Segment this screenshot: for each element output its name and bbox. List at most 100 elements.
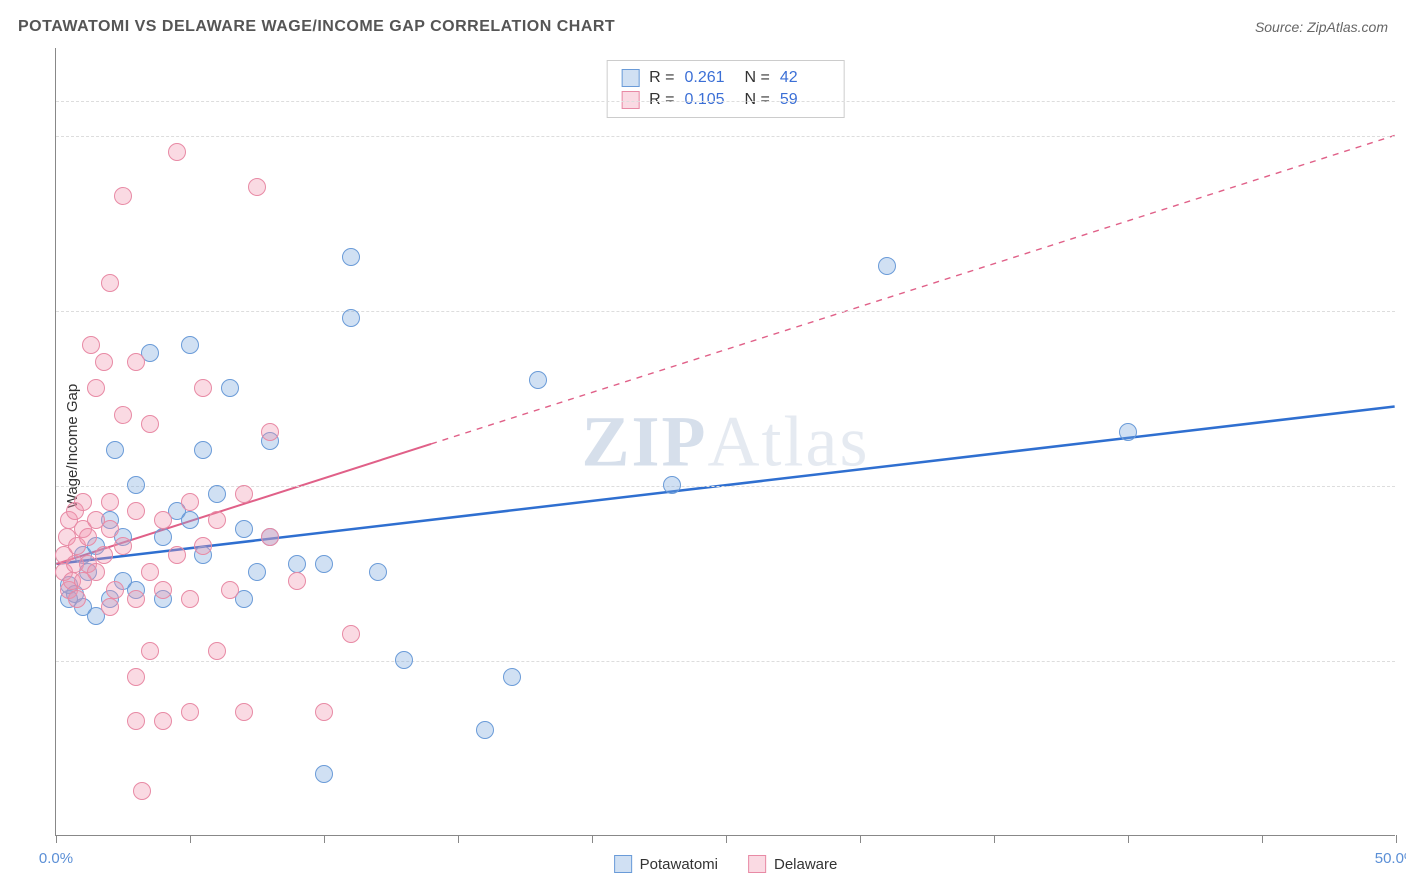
data-point (101, 493, 119, 511)
source-label: Source: ZipAtlas.com (1255, 19, 1388, 35)
data-point (168, 546, 186, 564)
data-point (127, 590, 145, 608)
data-point (95, 353, 113, 371)
data-point (288, 555, 306, 573)
data-point (133, 782, 151, 800)
data-point (154, 511, 172, 529)
stat-value-r: 0.261 (685, 69, 735, 87)
x-tick (1262, 835, 1263, 843)
data-point (878, 257, 896, 275)
trend-line-dashed (431, 135, 1395, 444)
data-point (74, 493, 92, 511)
data-point (181, 511, 199, 529)
data-point (221, 581, 239, 599)
data-point (261, 528, 279, 546)
data-point (342, 625, 360, 643)
x-tick (56, 835, 57, 843)
legend-item: Potawatomi (614, 855, 718, 873)
legend-label: Delaware (774, 856, 837, 873)
data-point (235, 703, 253, 721)
data-point (208, 642, 226, 660)
x-tick (592, 835, 593, 843)
data-point (395, 651, 413, 669)
legend-item: Delaware (748, 855, 837, 873)
data-point (141, 563, 159, 581)
x-tick (1396, 835, 1397, 843)
chart-title: POTAWATOMI VS DELAWARE WAGE/INCOME GAP C… (18, 18, 615, 36)
data-point (68, 590, 86, 608)
data-point (221, 379, 239, 397)
stats-legend-box: R =0.261N =42R =0.105N =59 (606, 60, 845, 118)
data-point (127, 712, 145, 730)
x-tick (1128, 835, 1129, 843)
data-point (476, 721, 494, 739)
data-point (106, 581, 124, 599)
x-tick (994, 835, 995, 843)
data-point (208, 511, 226, 529)
x-tick (458, 835, 459, 843)
stat-label-r: R = (649, 69, 674, 87)
data-point (342, 309, 360, 327)
data-point (235, 485, 253, 503)
data-point (342, 248, 360, 266)
stat-label-n: N = (745, 69, 770, 87)
data-point (87, 563, 105, 581)
data-point (288, 572, 306, 590)
data-point (503, 668, 521, 686)
data-point (315, 555, 333, 573)
data-point (154, 528, 172, 546)
data-point (106, 441, 124, 459)
data-point (168, 143, 186, 161)
data-point (261, 423, 279, 441)
data-point (154, 581, 172, 599)
data-point (181, 703, 199, 721)
data-point (141, 415, 159, 433)
plot-area: ZIPAtlas R =0.261N =42R =0.105N =59 Pota… (55, 48, 1395, 836)
data-point (181, 336, 199, 354)
data-point (181, 493, 199, 511)
data-point (82, 336, 100, 354)
data-point (529, 371, 547, 389)
gridline (56, 101, 1395, 102)
x-tick (726, 835, 727, 843)
data-point (114, 187, 132, 205)
x-tick-label: 0.0% (39, 850, 73, 867)
data-point (194, 441, 212, 459)
data-point (315, 765, 333, 783)
legend-swatch (614, 855, 632, 873)
legend-swatch (748, 855, 766, 873)
legend-label: Potawatomi (640, 856, 718, 873)
data-point (127, 353, 145, 371)
data-point (79, 528, 97, 546)
data-point (127, 476, 145, 494)
data-point (101, 274, 119, 292)
data-point (248, 178, 266, 196)
data-point (127, 502, 145, 520)
stat-value-n: 42 (780, 69, 830, 87)
gridline (56, 136, 1395, 137)
data-point (114, 406, 132, 424)
data-point (101, 520, 119, 538)
data-point (95, 546, 113, 564)
x-tick-label: 50.0% (1375, 850, 1406, 867)
data-point (194, 537, 212, 555)
gridline (56, 661, 1395, 662)
x-tick (190, 835, 191, 843)
data-point (194, 379, 212, 397)
trend-lines (56, 48, 1395, 835)
data-point (154, 712, 172, 730)
data-point (181, 590, 199, 608)
data-point (127, 668, 145, 686)
gridline (56, 311, 1395, 312)
data-point (87, 379, 105, 397)
data-point (315, 703, 333, 721)
data-point (101, 598, 119, 616)
legend-swatch (621, 69, 639, 87)
data-point (114, 537, 132, 555)
data-point (1119, 423, 1137, 441)
data-point (248, 563, 266, 581)
data-point (208, 485, 226, 503)
x-tick (324, 835, 325, 843)
data-point (369, 563, 387, 581)
series-legend: Potawatomi Delaware (614, 855, 838, 873)
